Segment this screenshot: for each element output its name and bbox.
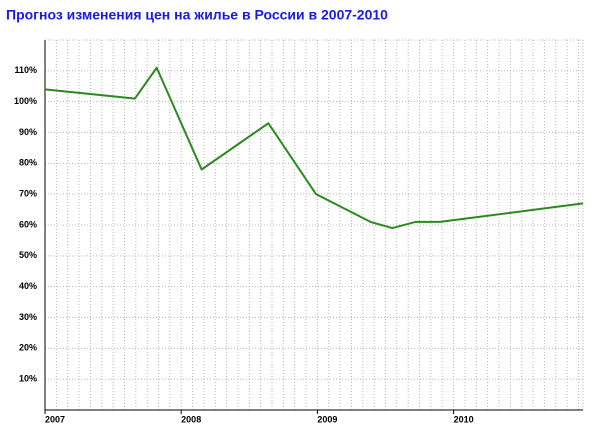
y-tick-label: 110% bbox=[14, 65, 37, 75]
x-tick-label: 2008 bbox=[181, 414, 201, 424]
x-tick-label: 2010 bbox=[454, 414, 474, 424]
x-tick-label: 2007 bbox=[45, 414, 65, 424]
y-tick-label: 50% bbox=[19, 250, 37, 260]
y-tick-label: 60% bbox=[19, 219, 37, 229]
y-tick-label: 100% bbox=[14, 96, 37, 106]
y-tick-label: 20% bbox=[19, 343, 37, 353]
chart-title: Прогноз изменения цен на жилье в России … bbox=[6, 7, 388, 23]
y-tick-label: 90% bbox=[19, 127, 37, 137]
y-tick-label: 70% bbox=[19, 189, 37, 199]
y-tick-label: 30% bbox=[19, 312, 37, 322]
y-tick-label: 80% bbox=[19, 158, 37, 168]
x-tick-label: 2009 bbox=[317, 414, 337, 424]
y-tick-label: 10% bbox=[19, 374, 37, 384]
y-tick-label: 40% bbox=[19, 281, 37, 291]
line-series bbox=[44, 66, 584, 230]
